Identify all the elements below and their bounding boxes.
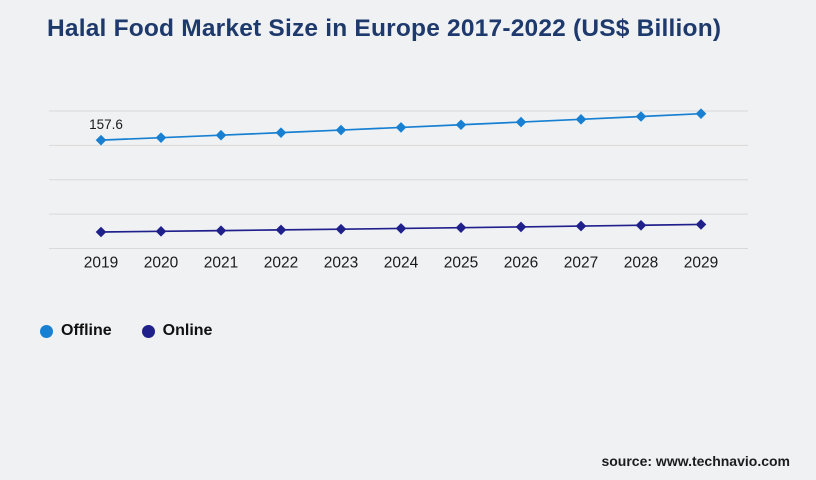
x-axis-label: 2025 bbox=[444, 255, 478, 272]
online-data-point bbox=[635, 219, 647, 231]
legend-label-offline: Offline bbox=[61, 322, 112, 339]
point-data-label: 157.6 bbox=[89, 117, 123, 132]
offline-data-point bbox=[455, 119, 467, 131]
x-axis-label: 2022 bbox=[264, 255, 298, 272]
offline-data-point bbox=[215, 129, 227, 141]
x-axis-label: 2029 bbox=[684, 255, 718, 272]
offline-legend-dot-icon bbox=[40, 324, 53, 338]
online-data-point bbox=[575, 220, 587, 232]
x-axis-label: 2027 bbox=[564, 255, 598, 272]
source-attribution: source: www.technavio.com bbox=[601, 453, 790, 469]
line-chart: 2019 2020 2021 2022 2023 2024 2025 2026 2027 2028… bbox=[49, 108, 748, 272]
legend-label-online: Online bbox=[162, 322, 213, 339]
x-axis-label: 2021 bbox=[204, 255, 238, 272]
x-axis-label: 2019 bbox=[84, 255, 118, 272]
chart-legend: Offline Online bbox=[40, 322, 212, 340]
online-data-point bbox=[455, 222, 467, 233]
x-axis-label: 2020 bbox=[144, 255, 179, 272]
x-axis-label: 2024 bbox=[384, 255, 419, 272]
legend-item-online: Online bbox=[141, 322, 213, 340]
online-data-point bbox=[215, 225, 227, 236]
online-data-point bbox=[155, 226, 167, 237]
offline-data-point bbox=[575, 114, 587, 125]
online-data-point bbox=[335, 223, 347, 235]
offline-data-point bbox=[635, 111, 647, 122]
online-data-point bbox=[695, 219, 707, 230]
offline-data-point bbox=[95, 134, 107, 146]
online-data-point bbox=[515, 221, 527, 233]
online-legend-dot-icon bbox=[141, 324, 155, 338]
x-axis-label: 2026 bbox=[504, 255, 538, 272]
offline-data-point bbox=[515, 116, 527, 128]
online-data-point bbox=[95, 226, 107, 238]
online-data-point bbox=[275, 224, 287, 236]
online-data-point bbox=[395, 223, 407, 234]
offline-data-point bbox=[275, 127, 287, 138]
offline-data-point bbox=[335, 124, 347, 136]
chart-title: Halal Food Market Size in Europe 2017-20… bbox=[47, 15, 722, 42]
offline-data-point bbox=[155, 132, 167, 143]
x-axis-label: 2023 bbox=[324, 255, 358, 272]
x-axis-label: 2028 bbox=[624, 255, 658, 272]
offline-data-point bbox=[695, 108, 707, 119]
offline-data-point bbox=[395, 122, 407, 133]
legend-item-offline: Offline bbox=[40, 322, 112, 340]
